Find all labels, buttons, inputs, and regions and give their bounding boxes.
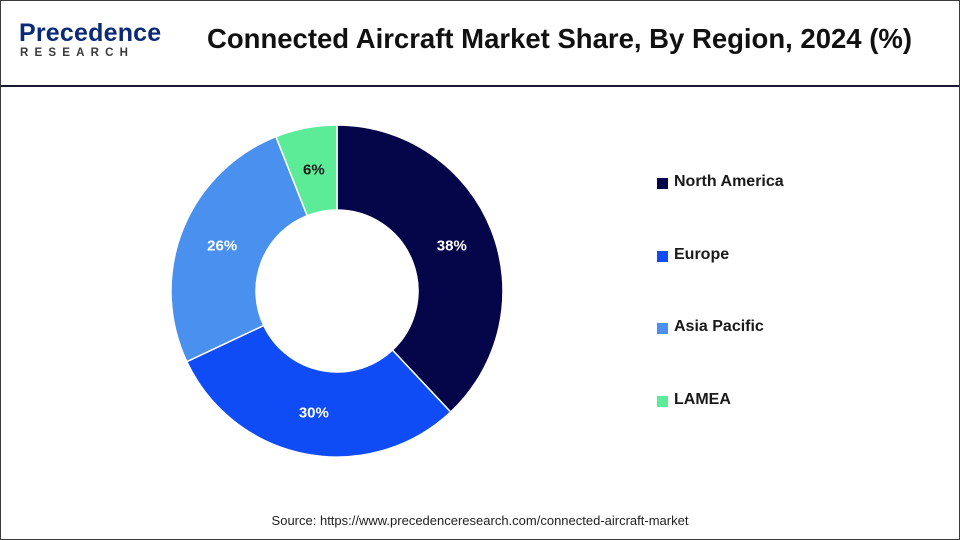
- logo-subtitle: RESEARCH: [20, 47, 135, 59]
- legend-label: Asia Pacific: [674, 318, 764, 335]
- slice-label-asia-pacific: 26%: [207, 238, 237, 255]
- legend-label: North America: [674, 173, 784, 190]
- donut-slice-asia-pacific: [170, 135, 309, 363]
- legend-label: Europe: [674, 246, 730, 263]
- header: Precedence RESEARCH Connected Aircraft M…: [1, 1, 959, 87]
- legend-swatch: [657, 396, 668, 407]
- donut-slice-lamea: [274, 124, 338, 217]
- donut-slice-europe: [185, 324, 452, 458]
- legend-swatch: [657, 178, 668, 189]
- chart-title: Connected Aircraft Market Share, By Regi…: [207, 23, 913, 54]
- source-note: Source: https://www.precedenceresearch.c…: [271, 513, 689, 528]
- brand-logo: Precedence RESEARCH: [19, 19, 169, 65]
- slice-label-north-america: 38%: [437, 238, 467, 255]
- logo-wordmark: Precedence: [19, 19, 162, 47]
- legend-swatch: [657, 251, 668, 262]
- legend-swatch: [657, 323, 668, 334]
- legend-label: LAMEA: [674, 391, 731, 408]
- slice-label-lamea: 6%: [303, 162, 325, 179]
- donut-slice-north-america: [336, 124, 504, 414]
- slice-label-europe: 30%: [299, 404, 329, 421]
